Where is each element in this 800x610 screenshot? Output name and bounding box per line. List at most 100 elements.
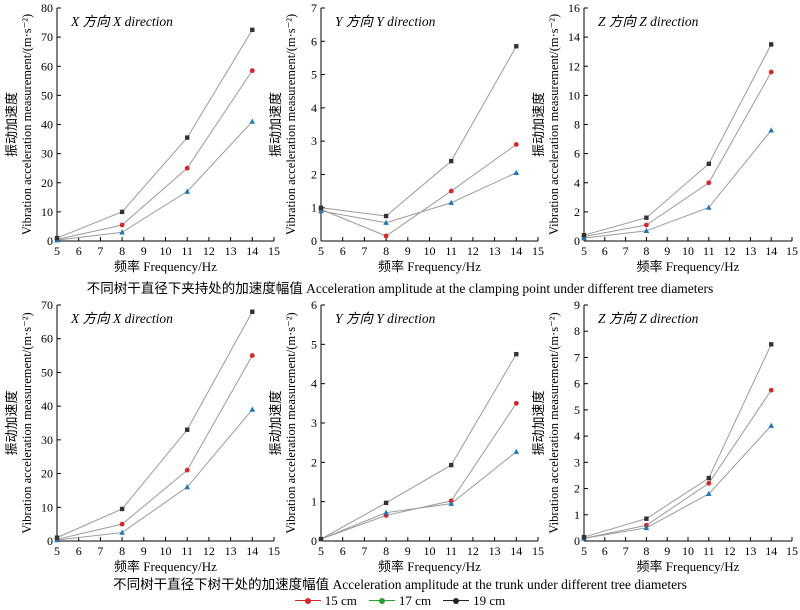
data-point-19cm: [54, 235, 60, 241]
series-line-17cm: [320, 172, 517, 224]
x-tick-label: 15: [532, 244, 544, 258]
x-tick-label: 5: [54, 244, 60, 258]
x-tick-label: 5: [581, 244, 587, 258]
chart-title: X 方向 X direction: [70, 311, 173, 326]
x-tick-label: 11: [181, 544, 193, 558]
y-tick-label: 5: [311, 337, 317, 351]
y-tick-label: 12: [568, 59, 580, 73]
x-tick-label: 12: [203, 244, 215, 258]
x-tick-label: 12: [724, 244, 736, 258]
x-tick-label: 13: [744, 244, 756, 258]
series-line-17cm: [56, 409, 253, 541]
y-tick-label: 9: [574, 298, 580, 312]
x-tick-label: 8: [383, 244, 389, 258]
y-tick-label: 50: [41, 88, 53, 102]
series-line-19cm: [320, 46, 517, 217]
x-tick-label: 11: [181, 244, 193, 258]
x-tick-label: 5: [54, 544, 60, 558]
x-tick-label: 12: [467, 544, 479, 558]
x-tick-label: 15: [532, 544, 544, 558]
data-point-15cm: [184, 165, 190, 171]
y-tick-label: 4: [311, 101, 317, 115]
y-tick-label: 10: [41, 205, 53, 219]
x-tick-label: 11: [445, 544, 457, 558]
data-point-17cm: [643, 227, 650, 234]
data-point-15cm: [706, 480, 712, 486]
chart-title: Z 方向 Z direction: [598, 311, 699, 326]
legend-swatch-19cm: [443, 596, 470, 606]
data-point-19cm: [644, 516, 649, 521]
data-point-17cm: [513, 448, 520, 454]
data-point-15cm: [644, 222, 649, 228]
y-axis-label-en: Vibration acceleration measurement/(m·s⁻…: [20, 312, 34, 533]
x-tick-label: 10: [424, 544, 436, 558]
y-tick-label: 70: [41, 30, 53, 44]
y-tick-label: 10: [568, 88, 580, 102]
x-tick-label: 14: [765, 244, 777, 258]
x-tick-label: 13: [225, 544, 237, 558]
data-point-19cm: [54, 535, 60, 540]
x-tick-label: 6: [602, 544, 608, 558]
x-tick-label: 13: [225, 244, 237, 258]
data-point-19cm: [119, 209, 125, 215]
y-tick-label: 4: [574, 176, 580, 190]
data-point-17cm: [581, 235, 587, 241]
x-tick-label: 5: [581, 544, 587, 558]
x-tick-label: 6: [76, 244, 82, 258]
x-axis-label: 频率 Frequency/Hz: [637, 559, 740, 574]
y-tick-label: 30: [41, 147, 53, 161]
x-tick-label: 12: [724, 544, 736, 558]
y-axis-label-cn: 振动加速度: [268, 92, 283, 157]
data-point-17cm: [383, 509, 389, 515]
series-line-15cm: [583, 389, 772, 539]
y-axis-label-en: Vibration acceleration measurement/(m·s⁻…: [547, 14, 561, 235]
data-point-15cm: [119, 521, 125, 527]
x-axis-label: 频率 Frequency/Hz: [378, 559, 481, 574]
data-point-17cm: [513, 169, 520, 175]
x-tick-label: 13: [489, 244, 501, 258]
x-tick-label: 5: [318, 244, 324, 258]
y-tick-label: 8: [574, 324, 580, 338]
x-tick-label: 12: [203, 544, 215, 558]
legend-swatch-15cm: [294, 596, 321, 606]
y-tick-label: 0: [574, 534, 580, 548]
x-tick-label: 6: [340, 244, 346, 258]
series-line-15cm: [56, 70, 253, 241]
chart-title: Y 方向 Y direction: [335, 14, 436, 29]
series-line-19cm: [583, 344, 772, 538]
x-tick-label: 7: [97, 244, 103, 258]
x-tick-label: 11: [703, 544, 715, 558]
series-line-19cm: [56, 29, 253, 239]
x-tick-label: 9: [141, 544, 147, 558]
x-tick-label: 14: [510, 244, 522, 258]
chart-title: Z 方向 Z direction: [598, 14, 699, 29]
data-point-19cm: [449, 158, 454, 164]
y-tick-label: 70: [41, 298, 53, 312]
legend-label-17cm: 17 cm: [398, 593, 432, 608]
data-point-19cm: [514, 351, 519, 357]
legend-item-15cm: 15 cm: [294, 593, 357, 609]
data-point-15cm: [249, 353, 255, 358]
series-line-19cm: [56, 311, 253, 539]
x-tick-label: 9: [141, 244, 147, 258]
y-axis-label-cn: 振动加速度: [4, 92, 19, 157]
x-tick-label: 8: [643, 544, 649, 558]
data-point-15cm: [383, 233, 389, 239]
y-tick-label: 6: [311, 298, 317, 312]
data-point-19cm: [581, 232, 587, 238]
x-tick-label: 9: [405, 244, 411, 258]
chart-1: 0 10 20 30 40 50 60 70 80 5 6 7 8 9 10 11 12 13 14 15 X 方向 X…: [4, 1, 280, 274]
legend-label-15cm: 15 cm: [324, 593, 357, 608]
data-point-19cm: [383, 213, 389, 219]
y-tick-label: 40: [41, 118, 53, 132]
data-point-15cm: [119, 222, 125, 228]
data-point-19cm: [449, 462, 454, 468]
x-tick-label: 14: [246, 544, 258, 558]
y-tick-label: 2: [311, 167, 317, 181]
y-tick-label: 5: [311, 68, 317, 82]
chart-4: 0 10 20 30 40 50 60 70 5 6 7 8 9 10 11 12 13 14 15 X 方向 X d…: [4, 298, 280, 574]
y-tick-label: 3: [311, 134, 317, 148]
y-axis-label-cn: 振动加速度: [4, 390, 19, 455]
